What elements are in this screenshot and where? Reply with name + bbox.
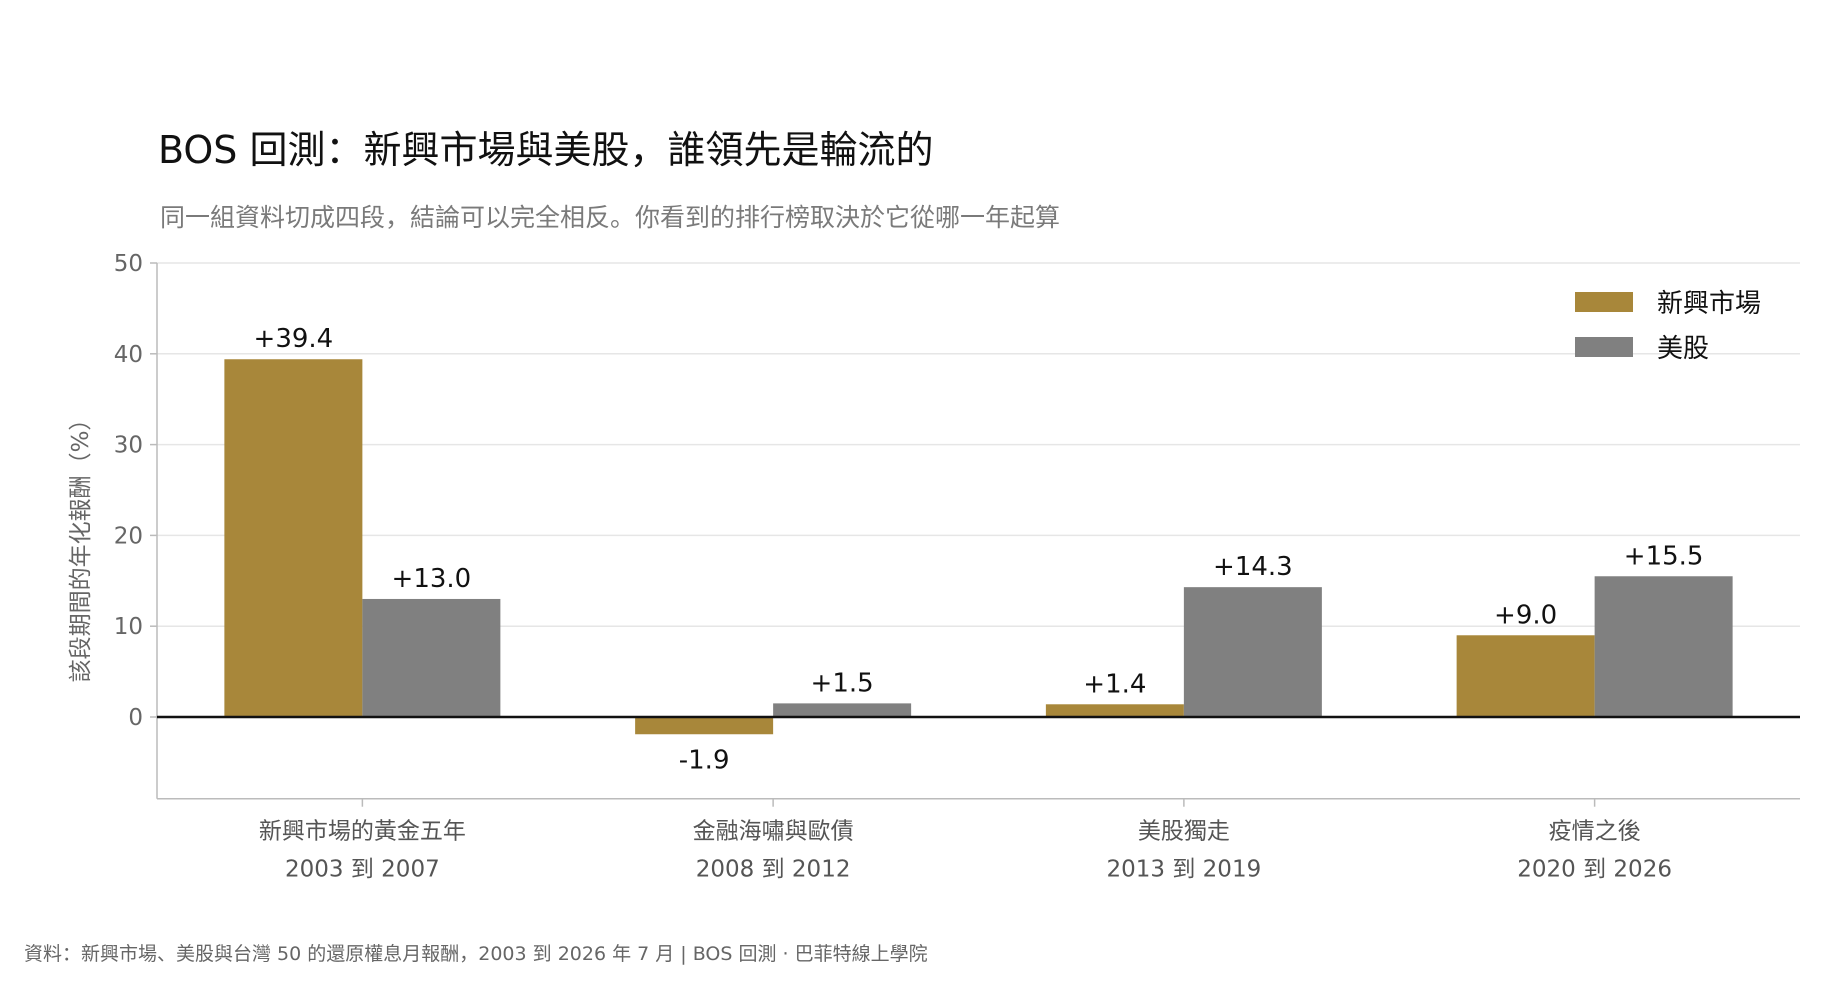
category-period-0: 2003 到 2007 <box>285 857 440 883</box>
footnote: 資料：新興市場、美股與台灣 50 的還原權息月報酬，2003 到 2026 年 … <box>24 943 928 965</box>
category-label-1: 金融海嘯與歐債 <box>693 819 854 845</box>
y-tick-label-10: 10 <box>114 614 143 640</box>
category-period-2: 2013 到 2019 <box>1107 857 1262 883</box>
data-label-us-0: +13.0 <box>392 564 472 594</box>
legend-label-us: 美股 <box>1657 334 1709 364</box>
y-tick-label-50: 50 <box>114 251 143 277</box>
data-label-emerging-1: -1.9 <box>679 745 730 775</box>
category-label-2: 美股獨走 <box>1138 819 1230 845</box>
legend-swatch-us <box>1575 337 1633 357</box>
data-label-us-1: +1.5 <box>811 668 874 698</box>
grid-lines <box>157 262 1800 627</box>
chart-title: BOS 回測：新興市場與美股，誰領先是輪流的 <box>158 128 934 172</box>
data-label-emerging-0: +39.4 <box>254 324 334 354</box>
data-label-us-3: +15.5 <box>1624 541 1704 571</box>
bar-emerging-0 <box>224 359 363 717</box>
bar-emerging-3 <box>1456 635 1595 717</box>
chart-subtitle: 同一組資料切成四段，結論可以完全相反。你看到的排行榜取決於它從哪一年起算 <box>160 203 1060 232</box>
data-label-emerging-2: +1.4 <box>1083 669 1146 699</box>
data-label-emerging-3: +9.0 <box>1494 600 1557 630</box>
y-tick-label-40: 40 <box>114 342 143 368</box>
y-tick-label-30: 30 <box>114 433 143 459</box>
y-tick-label-20: 20 <box>114 523 143 549</box>
category-period-1: 2008 到 2012 <box>696 857 851 883</box>
data-label-us-2: +14.3 <box>1213 552 1293 582</box>
bar-us-0 <box>362 598 501 717</box>
legend-swatch-emerging <box>1575 292 1633 312</box>
bars <box>157 359 1800 735</box>
category-labels: 新興市場的黃金五年 2003 到 2007 金融海嘯與歐債 2008 到 2012 美股… <box>259 819 1672 883</box>
y-axis-label: 該段期間的年化報酬（%） <box>68 408 94 683</box>
category-period-3: 2020 到 2026 <box>1517 857 1672 883</box>
category-label-0: 新興市場的黃金五年 <box>259 819 466 845</box>
bar-emerging-2 <box>1045 704 1184 717</box>
y-tick-label-0: 0 <box>128 705 143 731</box>
data-labels: +39.4 +13.0 -1.9 +1.5 +1.4 +14.3 +9.0 +15.5 <box>254 324 1704 775</box>
bar-us-2 <box>1183 587 1322 717</box>
bar-emerging-1 <box>635 717 774 735</box>
axes: 0 10 20 30 40 50 <box>114 251 1800 807</box>
category-label-3: 疫情之後 <box>1549 819 1641 845</box>
bar-us-3 <box>1594 576 1733 717</box>
legend-label-emerging: 新興市場 <box>1657 289 1761 319</box>
bar-us-1 <box>773 703 912 717</box>
